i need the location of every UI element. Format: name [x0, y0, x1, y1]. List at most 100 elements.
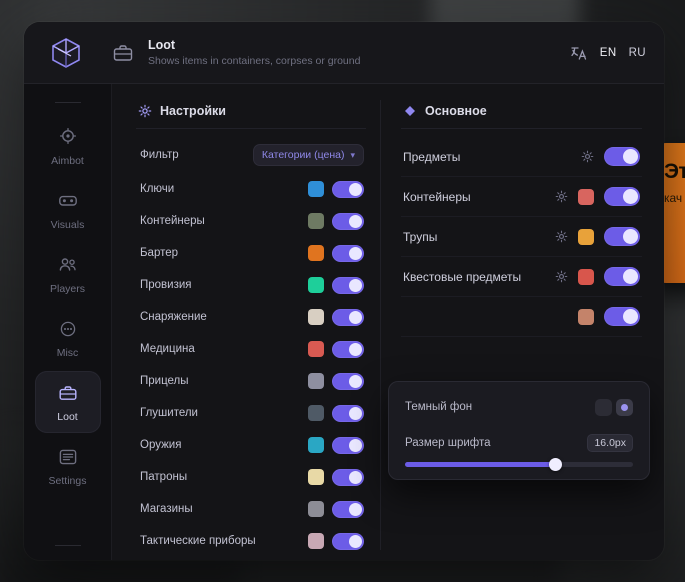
toggle-knob — [623, 269, 638, 284]
sidebar-item-loot[interactable]: Loot — [34, 371, 101, 433]
color-swatch[interactable] — [308, 181, 324, 197]
sidebar-item-visuals[interactable]: Visuals — [35, 179, 101, 241]
font-size-control: Размер шрифта 16.0px — [405, 434, 633, 471]
color-swatch[interactable] — [308, 277, 324, 293]
list-item: Глушители — [136, 397, 366, 429]
table-row: Трупы — [401, 217, 642, 257]
table-row: Контейнеры — [401, 177, 642, 217]
slider-thumb[interactable] — [549, 458, 563, 471]
color-swatch[interactable] — [308, 405, 324, 421]
category-toggle[interactable] — [332, 276, 364, 294]
category-label: Ключи — [140, 183, 175, 195]
segment-off[interactable] — [595, 398, 612, 416]
category-toggle[interactable] — [332, 372, 364, 390]
lang-ru-button[interactable]: RU — [628, 46, 646, 59]
gear-icon[interactable] — [555, 230, 568, 243]
category-label: Оружия — [140, 439, 182, 451]
content-area: Настройки Фильтр Категории (цена) ▾ Ключ… — [112, 84, 664, 560]
toggle-knob — [349, 374, 362, 388]
list-item: Оружейные части — [136, 557, 366, 560]
option-label: Предметы — [403, 149, 461, 164]
font-size-row: Размер шрифта 16.0px — [405, 434, 633, 452]
category-label: Контейнеры — [140, 215, 205, 227]
table-row: Предметы — [401, 137, 642, 177]
color-swatch[interactable] — [578, 188, 594, 205]
gear-icon[interactable] — [581, 150, 594, 163]
sidebar-item-label: Aimbot — [51, 154, 84, 167]
category-toggle[interactable] — [332, 340, 364, 358]
page-subtitle: Shows items in containers, corpses or gr… — [148, 55, 361, 67]
toggle-knob — [349, 246, 362, 260]
gear-icon[interactable] — [555, 270, 568, 283]
gear-icon[interactable] — [555, 190, 568, 203]
option-label: Контейнеры — [403, 189, 471, 204]
cube-logo-icon — [49, 36, 83, 70]
page-title: Loot — [148, 38, 176, 52]
color-swatch[interactable] — [308, 245, 324, 261]
color-swatch[interactable] — [308, 469, 324, 485]
column-divider — [380, 100, 381, 550]
lang-en-button[interactable]: EN — [599, 46, 617, 59]
logo-container — [38, 36, 94, 70]
color-swatch[interactable] — [308, 341, 324, 357]
sidebar-item-misc[interactable]: Misc — [35, 307, 101, 369]
category-toggle[interactable] — [332, 468, 364, 486]
option-toggle[interactable] — [604, 147, 640, 166]
segment-on[interactable] — [616, 398, 633, 416]
sliders-icon — [57, 446, 79, 468]
list-item: Патроны — [136, 461, 366, 493]
option-toggle[interactable] — [604, 307, 640, 326]
option-toggle[interactable] — [604, 187, 640, 206]
color-swatch[interactable] — [308, 437, 324, 453]
toggle-knob — [623, 309, 638, 324]
sidebar-divider-bottom — [54, 545, 81, 546]
category-toggle[interactable] — [332, 180, 364, 198]
option-toggle[interactable] — [604, 267, 640, 286]
color-swatch[interactable] — [308, 213, 324, 229]
table-row: Квестовые предметы — [401, 257, 642, 297]
advert-title: Эт — [664, 160, 685, 183]
dark-background-segmented-control[interactable] — [595, 398, 633, 416]
color-swatch[interactable] — [308, 373, 324, 389]
color-swatch[interactable] — [308, 533, 324, 549]
category-toggle[interactable] — [332, 244, 364, 262]
category-toggle[interactable] — [332, 500, 364, 518]
color-swatch[interactable] — [578, 308, 594, 325]
sidebar-divider-top — [54, 102, 81, 103]
font-size-value[interactable]: 16.0px — [587, 434, 633, 452]
list-item: Прицелы — [136, 365, 366, 397]
sidebar-item-label: Loot — [57, 410, 78, 423]
filter-select[interactable]: Категории (цена) ▾ — [252, 144, 364, 166]
category-toggle[interactable] — [332, 532, 364, 550]
sidebar-item-players[interactable]: Players — [35, 243, 101, 305]
toggle-knob — [349, 470, 362, 484]
header-text: Loot Shows items in containers, corpses … — [148, 38, 360, 67]
font-size-slider[interactable] — [405, 458, 633, 471]
sidebar-item-settings[interactable]: Settings — [35, 435, 101, 497]
color-swatch[interactable] — [308, 501, 324, 517]
category-toggle[interactable] — [332, 212, 364, 230]
header-right: EN RU — [570, 44, 646, 62]
category-toggle[interactable] — [332, 404, 364, 422]
advert-subtitle: кач — [664, 191, 683, 205]
general-section-header: Основное — [401, 98, 642, 128]
cheat-menu-window: Loot Shows items in containers, corpses … — [24, 22, 664, 560]
sidebar-item-aimbot[interactable]: Aimbot — [35, 115, 101, 177]
dark-background-row: Темный фон — [405, 394, 633, 420]
toggle-knob — [349, 342, 362, 356]
settings-section-header: Настройки — [136, 98, 366, 128]
settings-section-title: Настройки — [160, 104, 226, 118]
option-toggle[interactable] — [604, 227, 640, 246]
color-swatch[interactable] — [578, 268, 594, 285]
category-toggle[interactable] — [332, 308, 364, 326]
font-size-label: Размер шрифта — [405, 437, 491, 449]
color-swatch[interactable] — [308, 309, 324, 325]
toggle-knob — [349, 406, 362, 420]
toggle-knob — [349, 534, 362, 548]
briefcase-icon — [57, 382, 79, 404]
category-toggle[interactable] — [332, 436, 364, 454]
filter-label: Фильтр — [140, 149, 179, 161]
list-item: Медицина — [136, 333, 366, 365]
translate-icon — [570, 44, 588, 62]
color-swatch[interactable] — [578, 228, 594, 245]
